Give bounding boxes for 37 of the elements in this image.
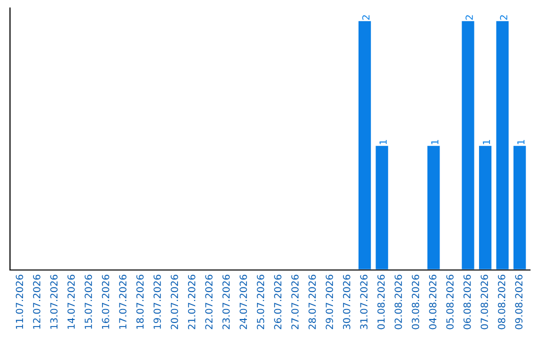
x-tick-label: 21.07.2026 [188, 274, 196, 330]
x-tick-label: 19.07.2026 [154, 274, 161, 329]
x-tick-label: 30.07.2026 [342, 274, 350, 330]
data-label: 1 [380, 140, 387, 144]
x-tick-label: 18.07.2026 [136, 274, 144, 329]
x-tick-label: 05.08.2026 [446, 274, 454, 330]
x-tick-label: 14.07.2026 [67, 274, 75, 329]
x-tick-label: 04.08.2026 [429, 274, 436, 330]
data-label: 1 [482, 140, 490, 144]
x-tick-label: 12.07.2026 [33, 274, 40, 329]
x-tick-label: 25.07.2026 [256, 274, 264, 330]
x-tick-label: 11.07.2026 [16, 274, 24, 329]
x-tick-label: 13.07.2026 [50, 274, 58, 329]
x-tick-label: 09.08.2026 [515, 274, 522, 330]
x-tick-label: 03.08.2026 [412, 274, 420, 330]
data-label: 2 [362, 15, 370, 20]
data-label: 1 [517, 140, 524, 144]
x-tick-label: 02.08.2026 [394, 274, 402, 330]
data-label: 2 [500, 15, 508, 20]
x-tick-label: 24.07.2026 [240, 274, 247, 330]
x-tick-label: 29.07.2026 [326, 274, 334, 330]
x-tick-label: 22.07.2026 [205, 274, 213, 330]
x-tick-label: 20.07.2026 [170, 274, 178, 330]
data-label: 1 [431, 140, 438, 144]
x-tick-label: 08.08.2026 [498, 274, 506, 330]
x-tick-label: 27.07.2026 [291, 274, 299, 330]
x-tick-label: 26.07.2026 [274, 274, 282, 330]
data-label: 2 [466, 15, 473, 20]
x-tick-label: 23.07.2026 [222, 274, 230, 330]
x-tick-label: 16.07.2026 [102, 274, 110, 329]
x-tick-label: 28.07.2026 [308, 274, 316, 330]
x-tick-label: 01.08.2026 [377, 274, 385, 330]
x-tick-label: 15.07.2026 [84, 274, 92, 329]
x-tick-label: 31.07.2026 [360, 274, 368, 330]
x-tick-label: 07.08.2026 [480, 274, 488, 330]
x-tick-label: 17.07.2026 [119, 274, 126, 329]
x-tick-label: 06.08.2026 [463, 274, 471, 330]
